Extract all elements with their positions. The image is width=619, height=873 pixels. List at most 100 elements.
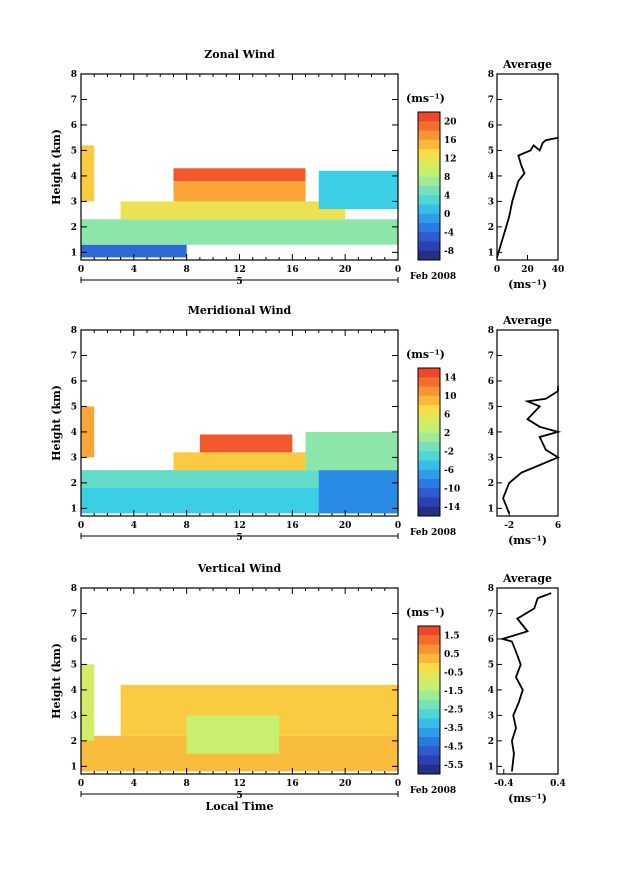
average-y-tick-label: 1 [488, 248, 494, 258]
colorbar-tick-label: -2.5 [444, 705, 463, 715]
average-y-tick-label: 7 [488, 95, 494, 105]
colorbar-tick-label: -5.5 [444, 761, 463, 771]
colorbar-swatch [418, 663, 440, 673]
colorbar-swatch [418, 112, 440, 122]
colorbar-swatch [418, 204, 440, 215]
y-tick-label: 6 [71, 121, 77, 131]
colorbar-unit: (ms⁻¹) [406, 348, 445, 361]
date-label: Feb 2008 [410, 272, 456, 282]
y-axis-label: Height (km) [50, 385, 63, 461]
colorbar-swatch [418, 506, 440, 517]
day-label: 5 [236, 277, 242, 287]
date-label: Feb 2008 [410, 528, 456, 538]
y-tick-label: 8 [71, 70, 77, 80]
x-tick-label: 0 [395, 521, 401, 531]
heatmap-cell [81, 244, 187, 258]
average-y-tick-label: 1 [488, 504, 494, 514]
heatmap-cell [81, 145, 95, 202]
heatmap-cell [81, 219, 398, 245]
y-tick-label: 5 [71, 146, 77, 156]
colorbar-tick-label: -2 [444, 447, 454, 457]
colorbar-tick-label: -10 [444, 484, 460, 494]
average-y-tick-label: 2 [488, 479, 494, 489]
colorbar-tick-label: 4 [444, 191, 450, 201]
heatmap-cell [81, 664, 95, 741]
y-tick-label: 1 [71, 248, 77, 258]
average-y-tick-label: 6 [488, 635, 494, 645]
colorbar-swatch [418, 414, 440, 424]
average-profile-line [496, 136, 559, 258]
y-tick-label: 4 [71, 172, 77, 182]
heatmap-cell [120, 201, 346, 220]
average-y-tick-label: 3 [488, 711, 494, 721]
colorbar-swatch [418, 386, 440, 397]
heatmap-cell [173, 452, 306, 471]
colorbar-tick-label: -4 [444, 228, 454, 238]
colorbar-swatch [418, 195, 440, 205]
colorbar-tick-label: 6 [444, 410, 450, 420]
y-tick-label: 2 [71, 737, 77, 747]
colorbar-tick-label: -8 [444, 247, 454, 257]
panel-title: Vertical Wind [197, 562, 282, 575]
average-title: Average [502, 572, 552, 585]
heatmap-cell [173, 181, 306, 202]
day-label: 5 [236, 791, 242, 801]
x-tick-label: 4 [131, 779, 137, 789]
heatmap-cell [199, 434, 293, 453]
x-tick-label: 0 [395, 265, 401, 275]
average-y-tick-label: 8 [488, 584, 494, 594]
x-tick-label: 16 [286, 779, 299, 789]
colorbar-tick-label: -4.5 [444, 742, 463, 752]
x-tick-label: 20 [339, 265, 352, 275]
colorbar-swatch [418, 368, 440, 378]
colorbar-swatch [418, 158, 440, 168]
colorbar-frame [417, 625, 441, 775]
x-tick-label: 0 [78, 521, 84, 531]
y-tick-label: 8 [71, 326, 77, 336]
panel-title: Zonal Wind [204, 48, 275, 61]
average-x-tick-label: 6 [555, 521, 561, 531]
y-tick-label: 7 [71, 609, 77, 619]
average-frame [496, 587, 559, 775]
colorbar-swatch [418, 149, 440, 159]
colorbar-tick-label: -3.5 [444, 724, 463, 734]
colorbar-swatch [418, 718, 440, 729]
colorbar-swatch [418, 442, 440, 452]
heatmap-cell [81, 406, 95, 458]
colorbar-tick-label: 0 [444, 210, 450, 220]
colorbar-swatch [418, 672, 440, 682]
colorbar-tick-label: -0.5 [444, 668, 463, 678]
average-x-tick-label: 0 [494, 265, 500, 275]
y-axis-label: Height (km) [50, 643, 63, 719]
colorbar-swatch [418, 737, 440, 747]
heatmap-cell [173, 168, 306, 182]
x-tick-label: 0 [395, 779, 401, 789]
x-tick-label: 12 [233, 265, 246, 275]
average-x-tick-label: -0.4 [494, 779, 513, 789]
y-tick-label: 7 [71, 351, 77, 361]
average-y-tick-label: 7 [488, 609, 494, 619]
y-tick-label: 2 [71, 223, 77, 233]
colorbar-tick-label: 10 [444, 392, 457, 402]
colorbar-frame [417, 111, 441, 261]
heatmap-cell [318, 470, 398, 514]
average-y-tick-label: 7 [488, 351, 494, 361]
average-y-tick-label: 5 [488, 660, 494, 670]
y-tick-label: 4 [71, 428, 77, 438]
colorbar-swatch [418, 167, 440, 178]
panel-title: Meridional Wind [188, 304, 292, 317]
heatmap-cell [305, 431, 398, 471]
colorbar-swatch [418, 250, 440, 261]
colorbar-swatch [418, 377, 440, 387]
colorbar-swatch [418, 213, 440, 224]
x-axis-label: Local Time [206, 800, 274, 813]
average-title: Average [502, 58, 552, 71]
average-y-tick-label: 5 [488, 402, 494, 412]
colorbar-swatch [418, 681, 440, 692]
y-tick-label: 6 [71, 635, 77, 645]
colorbar-frame [417, 367, 441, 517]
colorbar-swatch [418, 764, 440, 775]
